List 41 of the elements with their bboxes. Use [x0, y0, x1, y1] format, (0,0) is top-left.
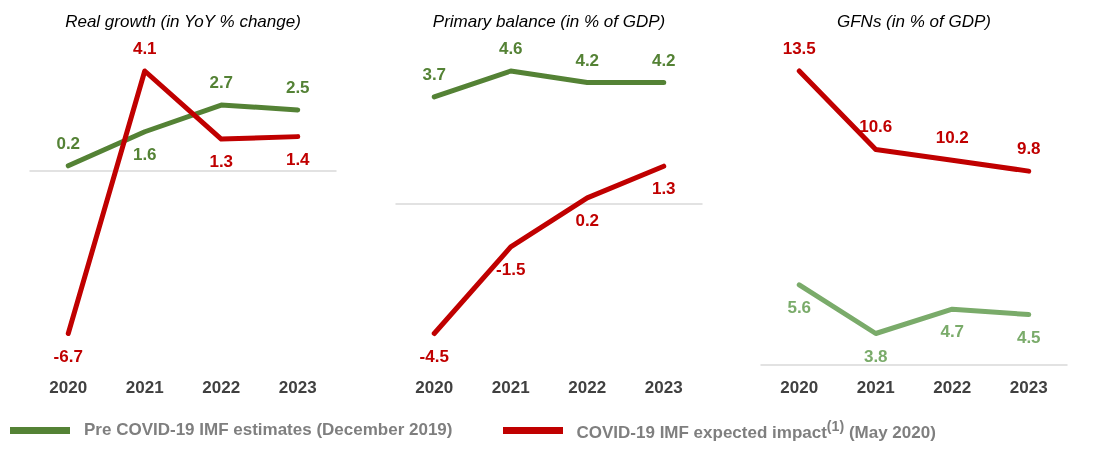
x-tick-label: 2020 [49, 378, 88, 397]
x-tick-label: 2020 [414, 378, 453, 397]
x-tick-label: 2022 [567, 378, 606, 397]
x-tick-label: 2023 [1010, 378, 1048, 397]
x-tick-label: 2022 [202, 378, 241, 397]
data-label: 4.6 [498, 39, 523, 58]
x-tick-label: 2021 [125, 378, 164, 397]
data-label: 1.3 [209, 152, 234, 172]
x-tick-label: 2022 [933, 378, 972, 397]
legend-label: COVID-19 IMF expected impact$^{(1)}$ (May 2020) [576, 418, 936, 443]
data-label: 9.8 [1017, 139, 1041, 159]
data-label: -1.5 [495, 259, 526, 279]
data-label: 3.7 [422, 64, 446, 84]
data-label: 4.5 [1017, 327, 1041, 347]
data-label: 10.2 [936, 128, 970, 148]
data-label: -6.7 [53, 346, 83, 366]
data-label: 3.8 [864, 346, 888, 366]
data-label: 0.2 [575, 210, 599, 230]
x-tick-label: 2023 [278, 378, 317, 397]
data-label: 2.5 [285, 77, 310, 97]
legend-label: Pre COVID-19 IMF estimates (December 2019) [84, 420, 453, 441]
data-label: 2.7 [209, 73, 234, 93]
x-tick-label: 2021 [857, 378, 895, 397]
data-label: 1.3 [651, 179, 676, 199]
data-label: 10.6 [859, 117, 893, 137]
x-tick-label: 2020 [780, 378, 819, 397]
chart-title: Real growth (in YoY % change) [65, 12, 301, 31]
data-label: -4.5 [419, 346, 449, 366]
data-label: 0.2 [56, 133, 81, 153]
chart-title: Primary balance (in % of GDP) [432, 12, 665, 31]
data-label: 4.2 [575, 50, 599, 70]
chart-title: GFNs (in % of GDP) [837, 12, 992, 31]
data-label: 4.2 [651, 50, 676, 70]
x-tick-label: 2023 [644, 378, 683, 397]
data-label: 4.1 [132, 39, 157, 58]
data-label: 4.7 [940, 322, 965, 342]
data-label: 5.6 [787, 297, 812, 317]
data-label: 13.5 [783, 39, 817, 58]
x-tick-label: 2021 [491, 378, 530, 397]
data-label: 1.6 [132, 144, 157, 164]
data-label: 1.4 [285, 149, 311, 169]
